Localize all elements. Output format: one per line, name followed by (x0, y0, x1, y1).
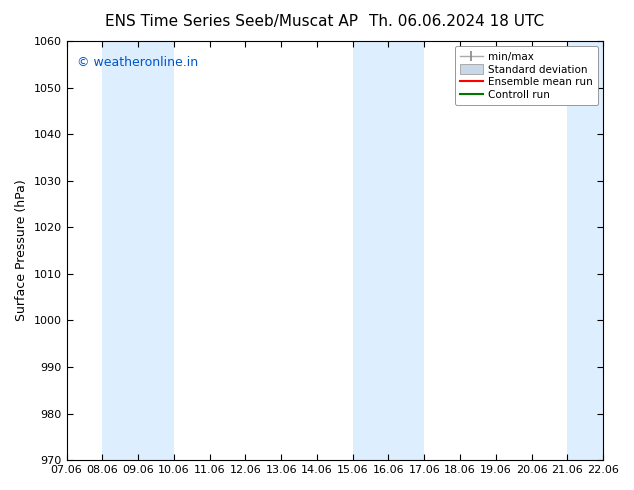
Text: © weatheronline.in: © weatheronline.in (77, 56, 198, 69)
Text: ENS Time Series Seeb/Muscat AP: ENS Time Series Seeb/Muscat AP (105, 14, 358, 29)
Bar (353, 41, 424, 460)
Legend: min/max, Standard deviation, Ensemble mean run, Controll run: min/max, Standard deviation, Ensemble me… (455, 46, 598, 105)
Bar (102, 41, 174, 460)
Bar (567, 41, 634, 460)
Bar (585, 41, 634, 460)
Text: Th. 06.06.2024 18 UTC: Th. 06.06.2024 18 UTC (369, 14, 544, 29)
Y-axis label: Surface Pressure (hPa): Surface Pressure (hPa) (15, 180, 28, 321)
